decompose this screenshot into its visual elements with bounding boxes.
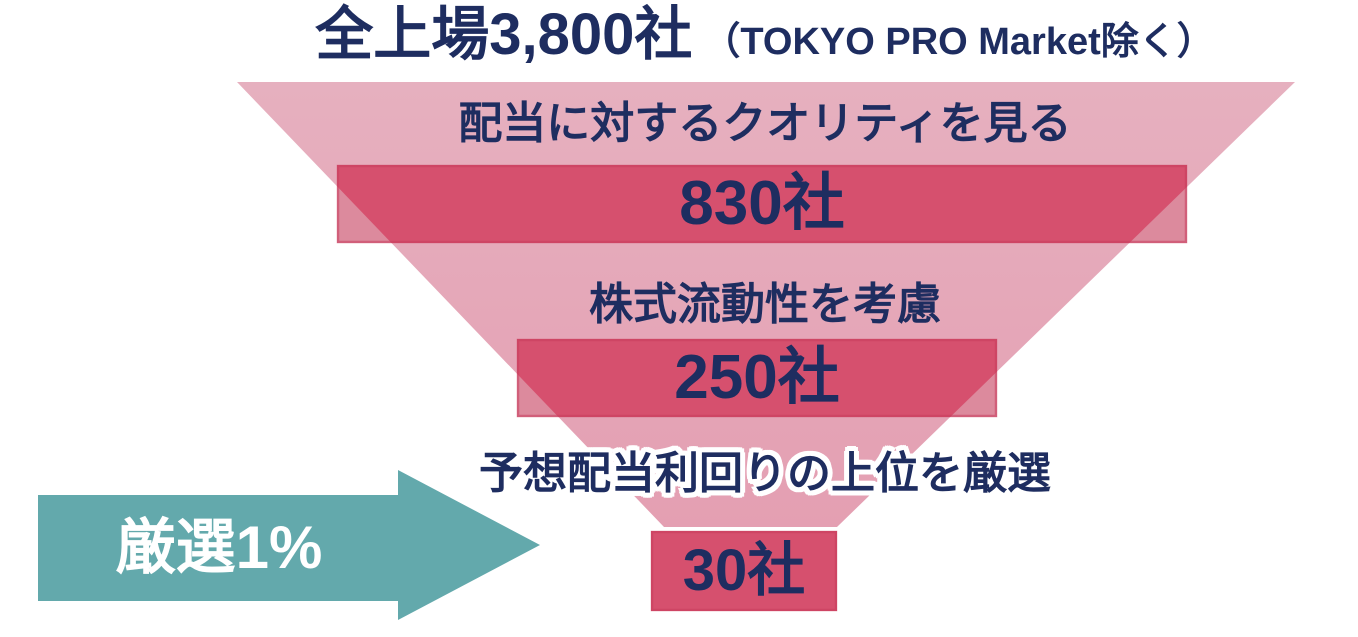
title-main: 全上場3,800社	[315, 2, 693, 67]
page-title: 全上場3,800社 （TOKYO PRO Market除く）	[170, 6, 1358, 76]
stage-value-830: 830社	[679, 169, 845, 238]
stage-bar-30	[650, 530, 838, 612]
stage-value-250: 250社	[674, 343, 840, 412]
stage-label-quality: 配当に対するクオリティを見る	[458, 99, 1072, 148]
stage-label-yield: 予想配当利回りの上位を厳選	[479, 449, 1051, 498]
right-arrow-icon	[38, 470, 540, 620]
stage-bar-250	[516, 338, 998, 418]
selection-ratio-label: 厳選1%	[115, 514, 323, 581]
stage-label-liquidity: 株式流動性を考慮	[589, 280, 941, 329]
title-note: （TOKYO PRO Market除く）	[702, 21, 1215, 63]
stage-bar-830	[336, 164, 1188, 244]
stage-value-30: 30社	[682, 538, 806, 603]
